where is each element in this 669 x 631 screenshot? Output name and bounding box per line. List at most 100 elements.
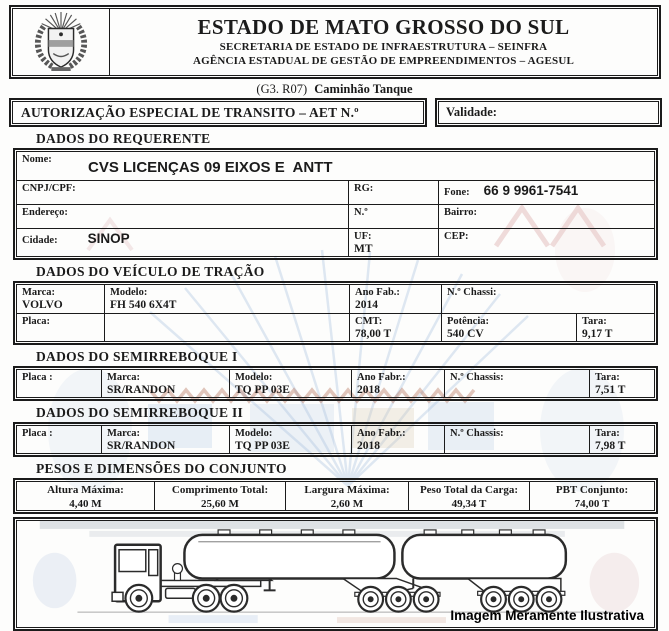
modelo-label: Modelo: bbox=[235, 372, 273, 383]
org-subtitle-2: AGÊNCIA ESTADUAL DE GESTÃO DE EMPREENDIM… bbox=[192, 55, 575, 67]
cmt-label: CMT: bbox=[355, 316, 383, 327]
marca-value: SR/RANDON bbox=[107, 384, 176, 397]
chassis-label: N.º Chassis: bbox=[450, 428, 504, 439]
bairro-label: Bairro: bbox=[444, 207, 478, 218]
tracao-empty-cell bbox=[104, 313, 349, 341]
chassis-label: N.º Chassis: bbox=[450, 372, 504, 383]
ano-fabr-value: 2018 bbox=[357, 384, 380, 397]
sr1-tara-field: Tara: 7,51 T bbox=[589, 370, 654, 397]
largura-field: Largura Máxima: 2,60 M bbox=[285, 482, 408, 510]
tracao-potencia-field: Potência: 540 CV bbox=[441, 313, 576, 341]
ano-fabr-label: Ano Fabr.: bbox=[357, 372, 406, 383]
cidade-label: Cidade: bbox=[22, 235, 58, 246]
sr2-marca-field: Marca: SR/RANDON bbox=[101, 426, 229, 453]
doc-type-code: (G3. R07) bbox=[256, 82, 308, 96]
tara-label: Tara: bbox=[595, 428, 620, 439]
marca-value: SR/RANDON bbox=[107, 440, 176, 453]
tara-value: 7,51 T bbox=[595, 384, 626, 397]
comprimento-field: Comprimento Total: 25,60 M bbox=[154, 482, 285, 510]
cep-label: CEP: bbox=[444, 231, 469, 242]
sr1-ano-field: Ano Fabr.: 2018 bbox=[351, 370, 444, 397]
largura-value: 2,60 M bbox=[330, 497, 364, 510]
aet-title: AUTORIZAÇÃO ESPECIAL DE TRANSITO – AET N… bbox=[21, 104, 359, 120]
cidade-field: Cidade: SINOP bbox=[17, 228, 348, 256]
pesos-box: Altura Máxima: 4,40 M Comprimento Total:… bbox=[13, 478, 658, 514]
peso-carga-field: Peso Total da Carga: 49,34 T bbox=[408, 482, 529, 510]
bairro-field: Bairro: bbox=[438, 204, 654, 228]
pbt-label: PBT Conjunto: bbox=[555, 484, 629, 496]
cep-field: CEP: bbox=[438, 228, 654, 256]
ano-fab-value: 2014 bbox=[355, 299, 378, 312]
modelo-label: Modelo: bbox=[235, 428, 273, 439]
cnpj-label: CNPJ/CPF: bbox=[22, 183, 76, 194]
org-subtitle-1: SECRETARIA DE ESTADO DE INFRAESTRUTURA –… bbox=[219, 41, 548, 53]
tara-label: Tara: bbox=[582, 316, 607, 327]
aet-row: AUTORIZAÇÃO ESPECIAL DE TRANSITO – AET N… bbox=[9, 98, 662, 127]
potencia-label: Potência: bbox=[447, 316, 489, 327]
requerente-box: Nome: CVS LICENÇAS 09 EIXOS E ANTT CNPJ/… bbox=[13, 148, 658, 260]
largura-label: Largura Máxima: bbox=[304, 484, 390, 496]
placa-label: Placa: bbox=[22, 316, 50, 327]
uf-label: UF: bbox=[354, 231, 372, 242]
numero-field: N.º bbox=[348, 204, 438, 228]
tracao-ano-field: Ano Fab.: 2014 bbox=[349, 285, 441, 313]
truck-illustration bbox=[32, 521, 640, 624]
marca-label: Marca: bbox=[107, 372, 141, 383]
aet-number-box: AUTORIZAÇÃO ESPECIAL DE TRANSITO – AET N… bbox=[9, 98, 427, 127]
peso-carga-label: Peso Total da Carga: bbox=[419, 484, 519, 496]
nome-value: CVS LICENÇAS 09 EIXOS E ANTT bbox=[88, 159, 333, 176]
header-box: ESTADO DE MATO GROSSO DO SUL SECRETARIA … bbox=[9, 5, 661, 79]
semirreboque-1-box: Placa : Marca: SR/RANDON Modelo: TQ PP 0… bbox=[13, 366, 658, 401]
tara-value: 9,17 T bbox=[582, 328, 613, 341]
rg-field: RG: bbox=[348, 180, 438, 204]
peso-carga-value: 49,34 T bbox=[451, 497, 487, 510]
tracao-chassi-field: N.º Chassi: bbox=[441, 285, 654, 313]
logo-cell bbox=[13, 9, 110, 75]
uf-field: UF: MT bbox=[348, 228, 438, 256]
pbt-value: 74,00 T bbox=[574, 497, 610, 510]
ano-fabr-label: Ano Fabr.: bbox=[357, 428, 406, 439]
illustration-caption: Imagem Meramente Ilustrativa bbox=[450, 608, 644, 623]
tracao-tara-field: Tara: 9,17 T bbox=[576, 313, 654, 341]
fone-label: Fone: bbox=[444, 187, 470, 198]
fone-value: 66 9 9961-7541 bbox=[483, 183, 579, 198]
ano-fabr-value: 2018 bbox=[357, 440, 380, 453]
doc-type-name: Caminhão Tanque bbox=[314, 82, 413, 96]
section-title-tracao: DADOS DO VEÍCULO DE TRAÇÃO bbox=[36, 264, 265, 279]
uf-value: MT bbox=[354, 243, 373, 256]
modelo-value: TQ PP 03E bbox=[235, 440, 290, 453]
tara-value: 7,98 T bbox=[595, 440, 626, 453]
altura-label: Altura Máxima: bbox=[47, 484, 124, 496]
header-text: ESTADO DE MATO GROSSO DO SUL SECRETARIA … bbox=[110, 9, 657, 75]
altura-field: Altura Máxima: 4,40 M bbox=[17, 482, 154, 510]
sr2-placa-field: Placa : bbox=[17, 426, 101, 453]
section-title-semirreboque-1: DADOS DO SEMIRREBOQUE I bbox=[36, 349, 238, 364]
sr2-ano-field: Ano Fabr.: 2018 bbox=[351, 426, 444, 453]
tracao-cmt-field: CMT: 78,00 T bbox=[349, 313, 441, 341]
cidade-value: SINOP bbox=[87, 231, 130, 246]
marca-label: Marca: bbox=[22, 287, 56, 298]
chassi-label: N.º Chassi: bbox=[447, 287, 497, 298]
state-coat-of-arms-logo bbox=[34, 12, 88, 71]
marca-value: VOLVO bbox=[22, 299, 63, 312]
cnpj-field: CNPJ/CPF: bbox=[17, 180, 348, 204]
tracao-marca-field: Marca: VOLVO bbox=[17, 285, 104, 313]
modelo-value: TQ PP 03E bbox=[235, 384, 290, 397]
section-title-pesos: PESOS E DIMENSÕES DO CONJUNTO bbox=[36, 461, 287, 476]
sr2-modelo-field: Modelo: TQ PP 03E bbox=[229, 426, 351, 453]
cmt-value: 78,00 T bbox=[355, 328, 392, 341]
endereco-field: Endereço: bbox=[17, 204, 348, 228]
potencia-value: 540 CV bbox=[447, 328, 484, 341]
sr2-tara-field: Tara: 7,98 T bbox=[589, 426, 654, 453]
placa-label: Placa : bbox=[22, 428, 53, 439]
sr1-chassi-field: N.º Chassis: bbox=[444, 370, 589, 397]
validade-label: Validade: bbox=[446, 105, 497, 119]
pbt-field: PBT Conjunto: 74,00 T bbox=[529, 482, 654, 510]
ano-fab-label: Ano Fab.: bbox=[355, 287, 400, 298]
placa-label: Placa : bbox=[22, 372, 53, 383]
sr2-chassi-field: N.º Chassis: bbox=[444, 426, 589, 453]
fone-field: Fone: 66 9 9961-7541 bbox=[438, 180, 654, 204]
section-title-requerente: DADOS DO REQUERENTE bbox=[36, 131, 211, 146]
semirreboque-2-box: Placa : Marca: SR/RANDON Modelo: TQ PP 0… bbox=[13, 422, 658, 457]
